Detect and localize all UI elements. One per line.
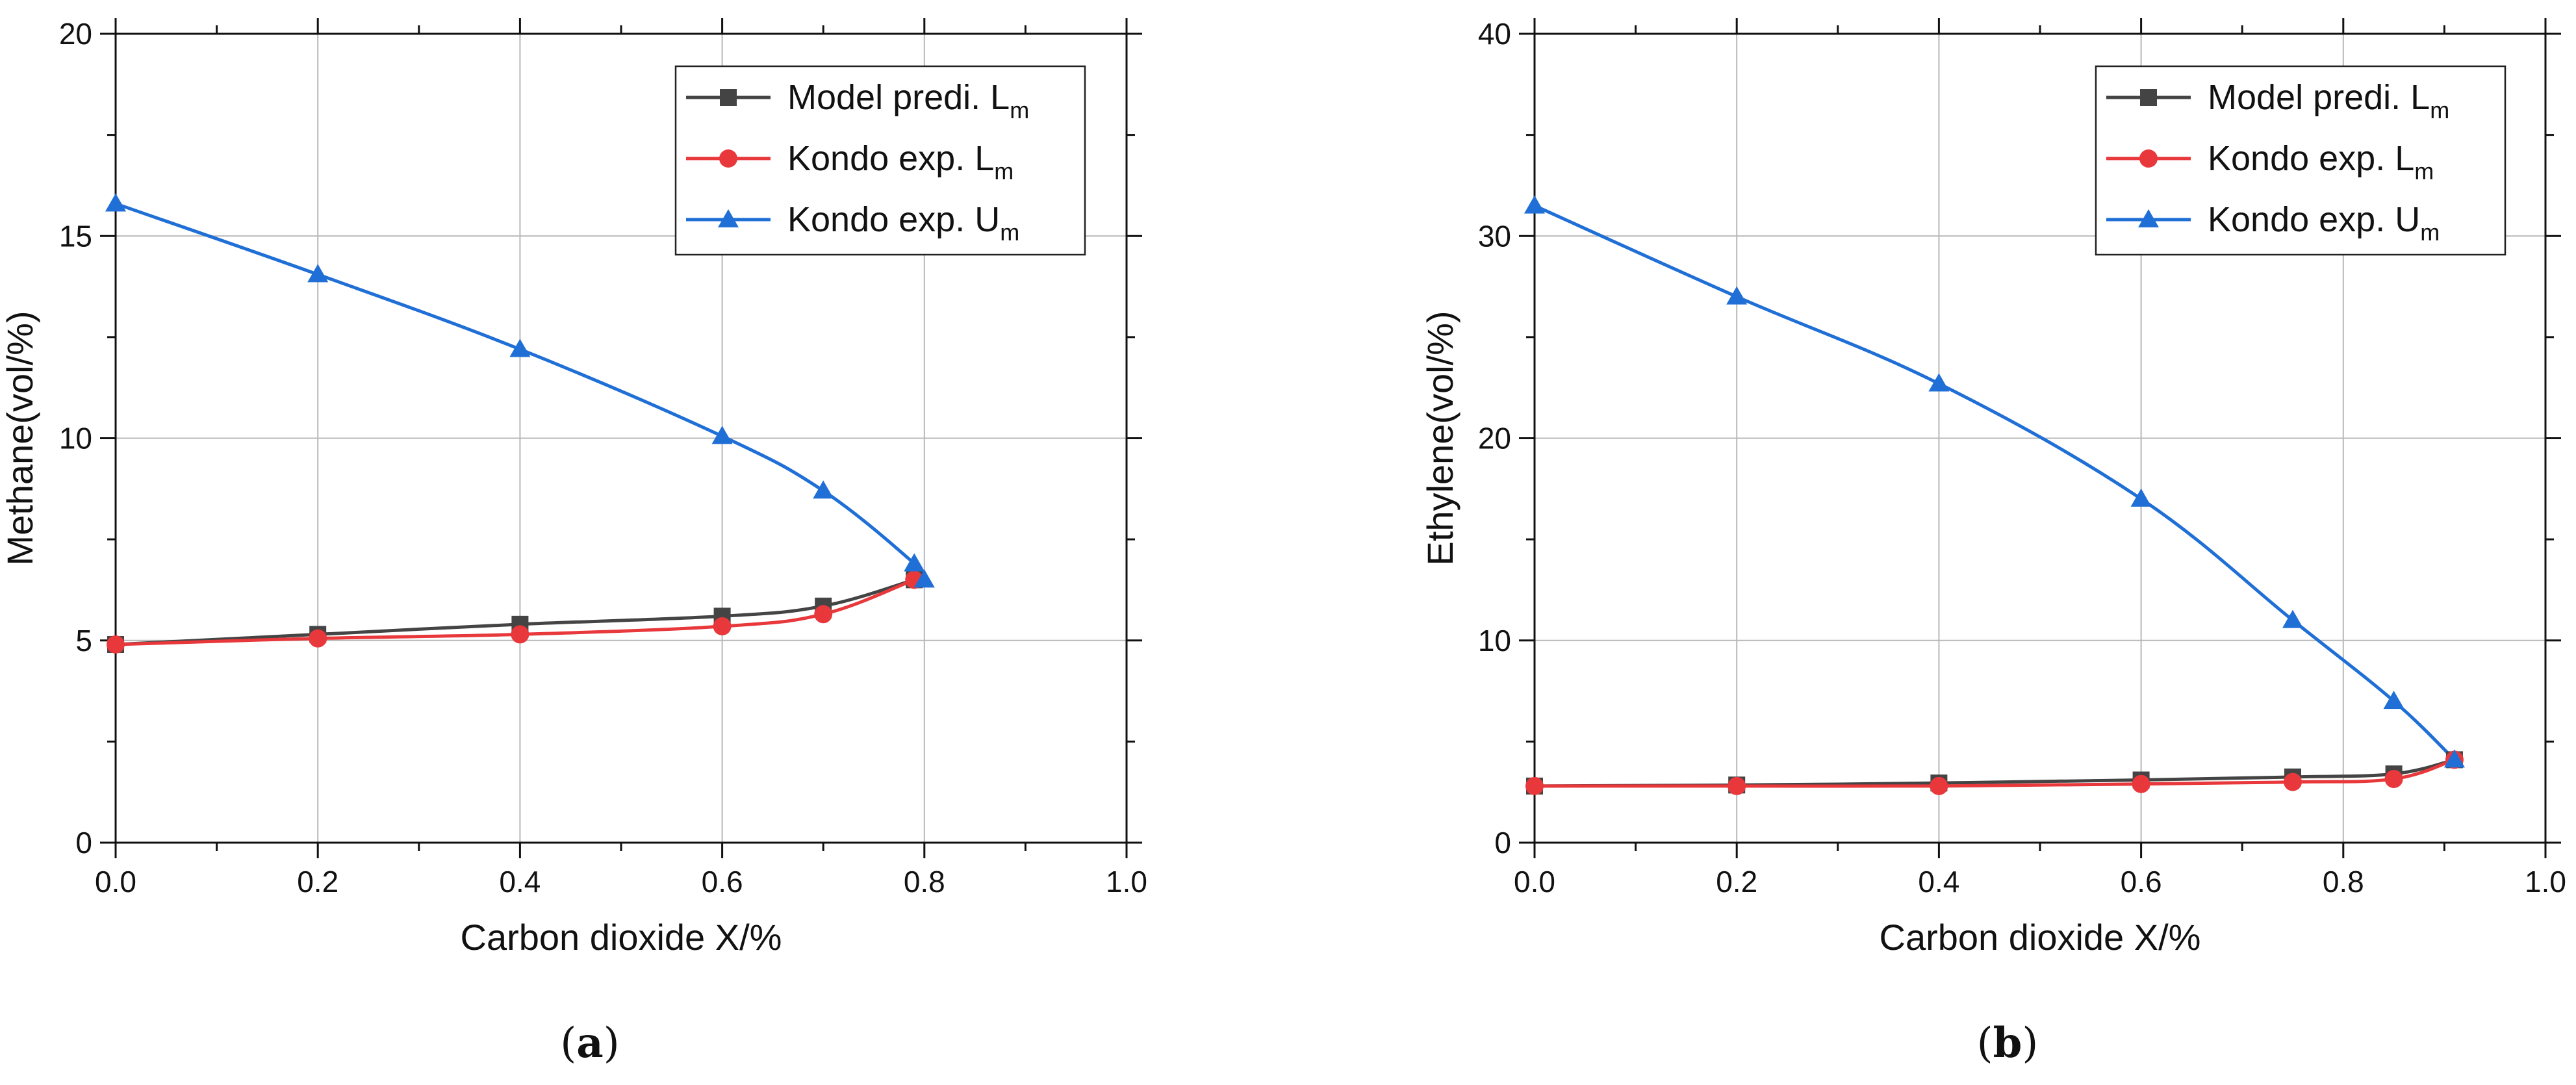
legend-label-1: Model predi. Lm [2208, 78, 2449, 123]
y-tick-label: 0 [75, 826, 92, 860]
y-tick-label: 10 [59, 422, 92, 455]
legend-label-2: Kondo exp. Lm [787, 139, 1014, 185]
data-point-series-2 [511, 625, 529, 644]
data-point-series-2 [2132, 774, 2150, 793]
y-tick-label: 0 [1494, 826, 1511, 860]
y-tick-label: 40 [1478, 17, 1511, 51]
data-point-series-3 [2282, 609, 2303, 628]
y-tick-label: 20 [59, 17, 92, 51]
data-point-series-3 [2130, 488, 2152, 507]
data-point-series-3 [913, 569, 935, 588]
legend-label-3: Kondo exp. Um [787, 200, 1019, 246]
legend-swatch-marker [2139, 149, 2158, 168]
x-axis-label: Carbon dioxide X/% [461, 917, 782, 958]
legend-label-1: Model predi. Lm [787, 78, 1029, 123]
data-point-series-3 [813, 480, 834, 499]
panel-label-a: (a) [560, 1019, 620, 1067]
data-point-series-3 [105, 193, 126, 212]
legend-swatch-marker [718, 209, 739, 227]
data-point-series-2 [2284, 772, 2302, 791]
data-point-series-2 [107, 635, 125, 654]
data-point-series-3 [2443, 749, 2465, 768]
x-tick-label: 0.2 [1716, 865, 1757, 899]
data-point-series-3 [904, 553, 925, 572]
x-tick-label: 0.8 [2323, 865, 2364, 899]
chart-panel-a: 0.0 0.2 0.4 0.6 0.8 1.0 0 5 10 15 20 Carbon dioxide… [0, 17, 1147, 958]
legend: Model predi. Lm Kondo exp. Lm Kondo exp. U… [674, 65, 1086, 256]
x-tick-label: 1.0 [1106, 865, 1147, 899]
data-point-series-2 [713, 617, 732, 635]
x-tick-label: 0.6 [702, 865, 743, 899]
data-point-series-2 [1525, 776, 1544, 795]
y-axis-label: Ethylene(vol/%) [1420, 311, 1460, 565]
y-tick-label: 10 [1478, 624, 1511, 657]
data-point-series-3 [711, 426, 733, 444]
x-tick-label: 0.0 [1514, 865, 1555, 899]
y-tick-label: 5 [75, 624, 92, 657]
legend-swatch-marker [720, 89, 737, 106]
x-tick-label: 0.0 [95, 865, 136, 899]
y-tick-label: 30 [1478, 219, 1511, 253]
legend-swatch-marker [719, 149, 737, 168]
data-point-series-3 [509, 338, 531, 357]
series-line-2 [1535, 758, 2455, 788]
data-point-series-3 [1726, 286, 1748, 305]
y-tick-label: 20 [1478, 422, 1511, 455]
series-line-3 [115, 202, 927, 581]
y-axis-label: Methane(vol/%) [0, 311, 40, 565]
data-point-series-2 [2384, 769, 2403, 788]
x-axis-label: Carbon dioxide X/% [1880, 917, 2201, 958]
y-tick-label: 15 [59, 219, 92, 253]
legend-label-2: Kondo exp. Lm [2208, 139, 2434, 185]
data-point-series-2 [1930, 776, 1948, 795]
data-point-series-2 [1728, 776, 1746, 795]
panel-label-b: (b) [1976, 1019, 2039, 1067]
x-tick-label: 1.0 [2525, 865, 2566, 899]
chart-panel-b: 0.0 0.2 0.4 0.6 0.8 1.0 0 10 20 30 40 Carbon dioxid… [1420, 17, 2566, 958]
x-tick-label: 0.2 [297, 865, 338, 899]
data-point-series-3 [307, 264, 329, 283]
data-point-series-3 [1928, 373, 1950, 392]
series-line-3 [1533, 204, 2456, 761]
x-tick-label: 0.4 [499, 865, 541, 899]
x-tick-label: 0.8 [904, 865, 945, 899]
legend-label-3: Kondo exp. Um [2208, 200, 2440, 246]
x-tick-label: 0.6 [2121, 865, 2162, 899]
x-tick-label: 0.4 [1918, 865, 1959, 899]
legend-swatch-marker [2140, 89, 2157, 106]
legend: Model predi. Lm Kondo exp. Lm Kondo exp. U… [2095, 65, 2506, 256]
data-point-series-3 [2383, 691, 2404, 709]
data-point-series-2 [814, 605, 833, 624]
legend-swatch-marker [2138, 209, 2159, 227]
data-point-series-2 [309, 629, 327, 648]
data-point-series-3 [1524, 195, 1545, 214]
